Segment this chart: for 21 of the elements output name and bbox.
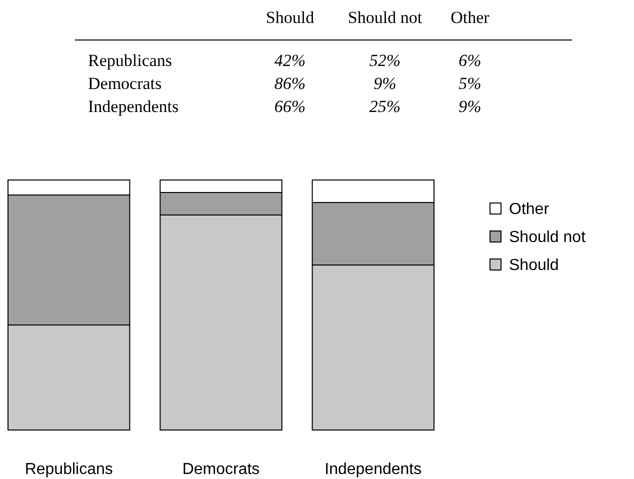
x-tick-label: Democrats (182, 461, 260, 478)
data-label: 86% (274, 74, 306, 93)
legend-label: Other (509, 201, 550, 218)
x-tick-label: Other (450, 8, 490, 27)
y-tick-label: Independents (88, 97, 179, 116)
data-label: 42% (274, 51, 306, 70)
data-label: 9% (458, 97, 482, 116)
legend-label: Should (509, 257, 559, 274)
x-tick-label: Republicans (24, 461, 113, 478)
x-tick-label: Should not (348, 8, 422, 27)
data-label: 5% (458, 74, 482, 93)
data-label: 6% (458, 51, 482, 70)
data-label: 66% (274, 97, 306, 116)
legend-label: Should not (509, 229, 586, 246)
y-tick-label: Republicans (88, 51, 172, 70)
x-tick-label: Independents (324, 461, 422, 478)
data-label: 52% (369, 51, 401, 70)
y-tick-label: Democrats (88, 74, 162, 93)
x-tick-label: Should (266, 8, 315, 27)
data-label: 25% (369, 97, 401, 116)
data-label: 9% (374, 74, 396, 93)
